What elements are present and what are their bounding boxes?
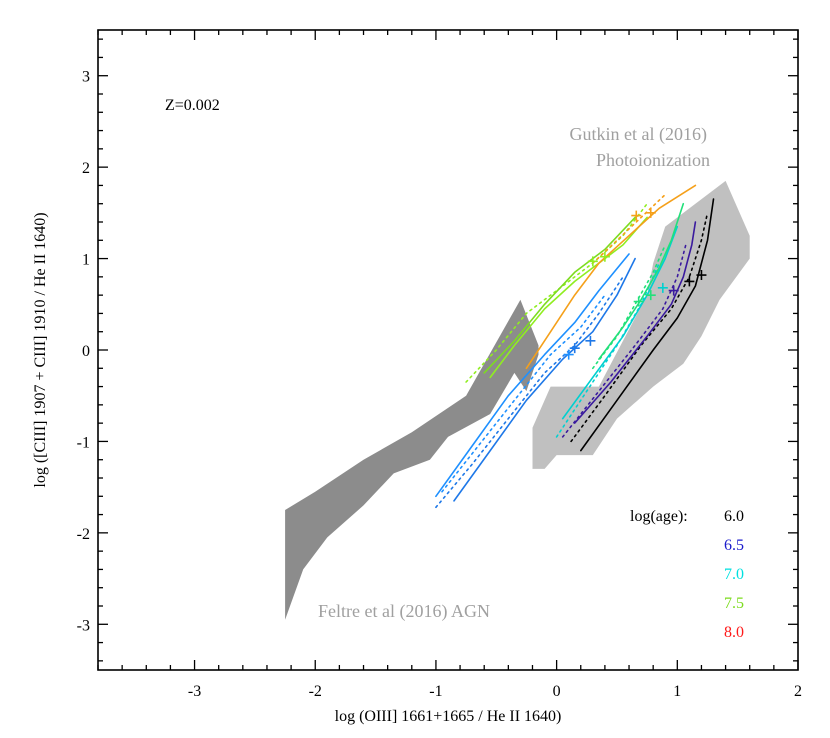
point-marker-9 — [587, 256, 598, 267]
regions-layer — [285, 180, 750, 620]
series-line-1 — [570, 212, 709, 443]
legend-entry-4: 8.0 — [724, 624, 744, 641]
point-marker-2 — [668, 285, 679, 296]
gutkin-label-line1: Gutkin et al (2016) — [570, 124, 707, 145]
series-line-12 — [489, 216, 648, 379]
point-marker-5 — [633, 296, 644, 307]
series-line-7 — [591, 244, 667, 370]
series-line-13 — [465, 202, 648, 383]
series-line-11 — [441, 294, 606, 493]
y-tick-label: 2 — [82, 160, 90, 177]
series-line-8 — [453, 257, 636, 502]
y-tick-label: -3 — [77, 617, 90, 634]
x-axis-label: log (OIII] 1661+1665 / He II 1640) — [335, 708, 562, 725]
y-tick-label: 3 — [82, 69, 90, 86]
series-line-2 — [573, 221, 697, 424]
legend-entry-3: 7.5 — [724, 595, 744, 612]
point-marker-6 — [569, 343, 580, 354]
y-tick-label: -1 — [77, 434, 90, 451]
legend-entry-1: 6.5 — [724, 537, 744, 554]
point-marker-1 — [684, 276, 695, 287]
series-line-15 — [525, 184, 697, 370]
gutkin-label-line2: Photoionization — [596, 150, 710, 170]
point-marker-7 — [585, 335, 596, 346]
feltre-label: Feltre et al (2016) AGN — [318, 601, 490, 622]
series-line-3 — [561, 244, 687, 438]
point-marker-0 — [696, 270, 707, 281]
point-marker-8 — [563, 349, 574, 360]
x-tick-label: 1 — [673, 683, 681, 700]
legend-entry-2: 7.0 — [724, 566, 744, 583]
legend: 6.0 6.5 7.0 7.5 8.0 — [724, 508, 744, 641]
ticks-layer: -3 -2 -1 0 1 2 -3 -2 -1 0 1 2 3 — [77, 30, 802, 700]
series-line-16 — [591, 193, 667, 264]
region-1 — [532, 180, 750, 469]
point-marker-10 — [599, 251, 610, 262]
series-line-10 — [435, 253, 630, 498]
y-tick-label: 0 — [82, 343, 90, 360]
point-marker-12 — [645, 207, 656, 218]
x-tick-label: 0 — [553, 683, 561, 700]
x-tick-label: -1 — [429, 683, 442, 700]
y-tick-label: -2 — [77, 526, 90, 543]
series-line-5 — [555, 262, 661, 438]
y-tick-label: 1 — [82, 252, 90, 269]
point-marker-3 — [657, 282, 668, 293]
y-axis-label: log ([CIII] 1907 + CIII] 1910 / He II 16… — [32, 212, 49, 487]
x-tick-label: 2 — [794, 683, 802, 700]
series-line-9 — [435, 276, 624, 509]
markers-layer — [563, 207, 707, 360]
legend-title: log(age): — [630, 508, 688, 525]
x-tick-label: -3 — [188, 683, 201, 700]
metallicity-label: Z=0.002 — [165, 97, 220, 114]
point-marker-4 — [645, 290, 656, 301]
legend-entry-0: 6.0 — [724, 508, 744, 525]
region-0 — [285, 299, 539, 620]
series-line-14 — [483, 216, 636, 374]
series-line-0 — [579, 198, 715, 452]
series-layer — [435, 184, 715, 509]
x-tick-label: -2 — [309, 683, 322, 700]
point-marker-11 — [631, 210, 642, 221]
